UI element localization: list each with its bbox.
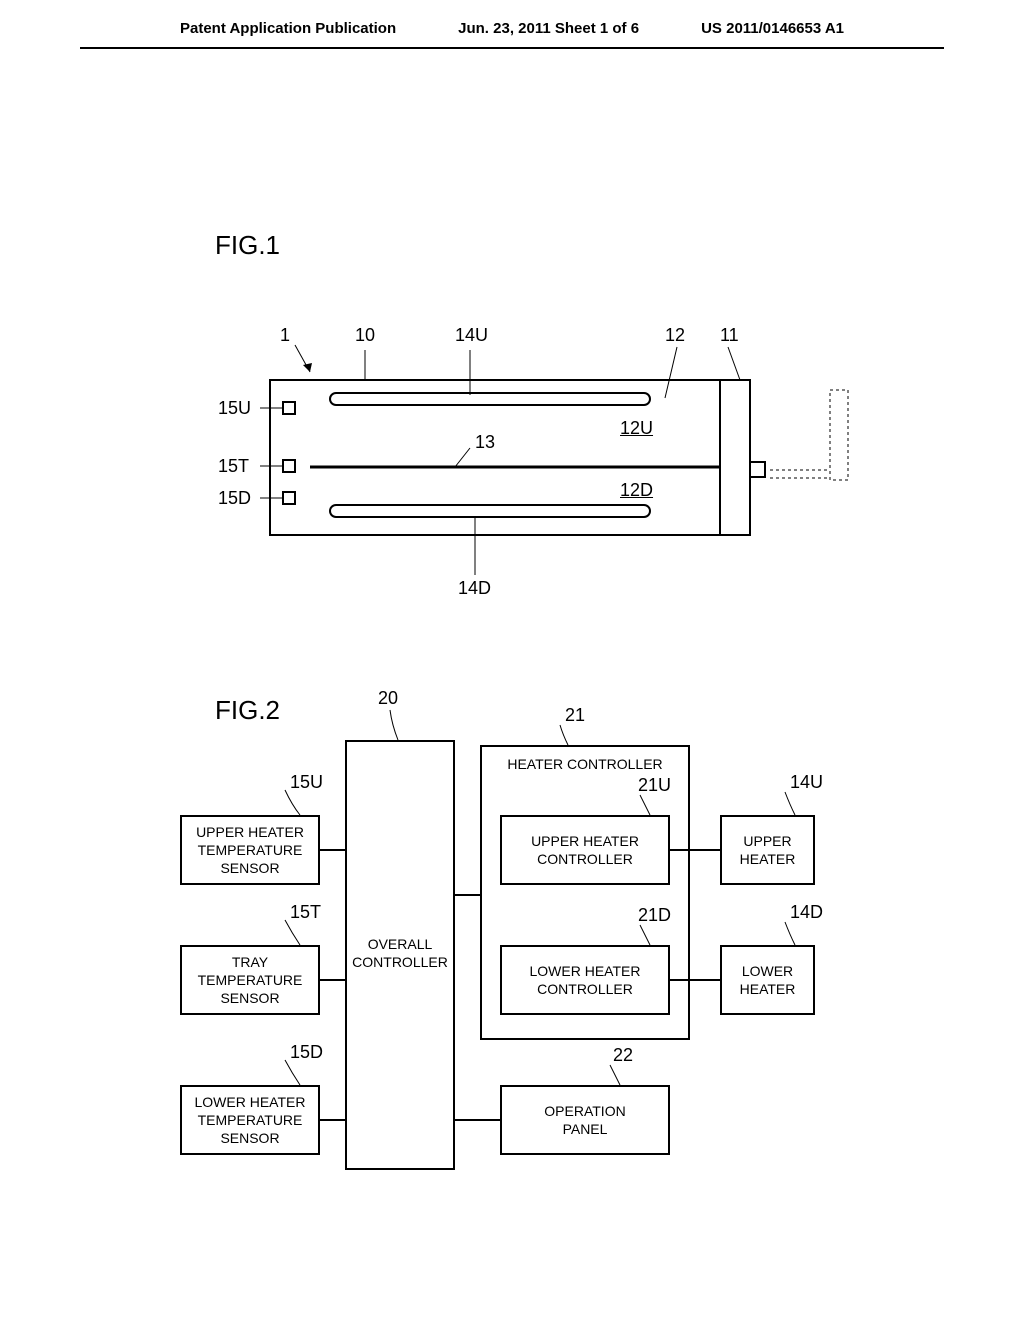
fig2-ref-14D: 14D: [790, 902, 823, 923]
fig2-ref-21: 21: [565, 705, 585, 726]
fig2-ref-15T: 15T: [290, 902, 321, 923]
fig2-connectors: [0, 0, 1024, 1320]
fig2-ref-14U: 14U: [790, 772, 823, 793]
fig2-ref-21U: 21U: [638, 775, 671, 796]
fig2-ref-21D: 21D: [638, 905, 671, 926]
fig2-ref-22: 22: [613, 1045, 633, 1066]
fig2-ref-20: 20: [378, 688, 398, 709]
fig2-ref-15U: 15U: [290, 772, 323, 793]
fig2-ref-15D: 15D: [290, 1042, 323, 1063]
